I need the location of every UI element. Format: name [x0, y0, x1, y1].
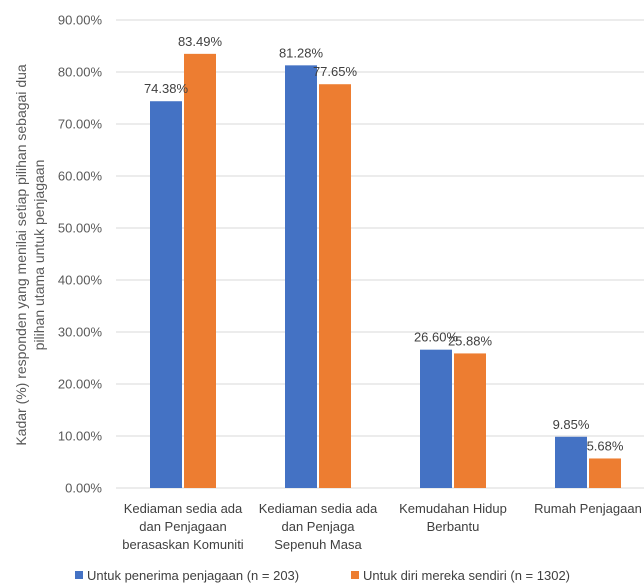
bar-self-1: [319, 84, 351, 488]
legend-label: Untuk penerima penjagaan (n = 203): [87, 568, 299, 583]
bar-care-recipient-3: [555, 436, 587, 488]
x-category-label: Kemudahan Hidup Berbantu: [399, 501, 507, 534]
y-tick-label: 20.00%: [58, 377, 103, 392]
data-label: 81.28%: [279, 45, 324, 60]
legend-swatch: [75, 571, 83, 579]
y-tick-label: 80.00%: [58, 65, 103, 80]
y-tick-label: 0.00%: [65, 481, 102, 496]
data-label: 9.85%: [553, 417, 590, 432]
bar-care-recipient-0: [150, 101, 182, 488]
y-tick-label: 70.00%: [58, 117, 103, 132]
bar-self-3: [589, 458, 621, 488]
y-axis-ticks: 0.00% 10.00% 20.00% 30.00% 40.00% 50.00% 60.00…: [58, 13, 103, 496]
y-axis-label: Kadar (%) responden yang menilai setiap …: [13, 64, 47, 446]
x-category-label: Kediaman sedia ada dan Penjaga Sepenuh Mas…: [259, 501, 378, 552]
data-label: 74.38%: [144, 81, 189, 96]
data-label: 5.68%: [587, 438, 624, 453]
bar-self-2: [454, 353, 486, 488]
legend-label: Untuk diri mereka sendiri (n = 1302): [363, 568, 570, 583]
legend: Untuk penerima penjagaan (n = 203) Untuk …: [75, 568, 570, 583]
bar-care-recipient-1: [285, 65, 317, 489]
y-tick-label: 30.00%: [58, 325, 103, 340]
y-tick-label: 60.00%: [58, 169, 103, 184]
y-tick-label: 90.00%: [58, 13, 103, 28]
data-label: 26.60%: [414, 330, 459, 345]
data-label: 77.65%: [313, 64, 358, 79]
bars: [150, 53, 621, 489]
data-labels: 74.38% 81.28% 26.60% 9.85% 83.49% 77.65% 25.88…: [144, 34, 624, 454]
data-label: 83.49%: [178, 34, 223, 49]
legend-swatch: [351, 571, 359, 579]
bar-care-recipient-2: [420, 349, 452, 488]
x-axis-categories: Kediaman sedia ada dan Penjagaan berasaska…: [122, 501, 642, 552]
y-tick-label: 40.00%: [58, 273, 103, 288]
x-category-label: Kediaman sedia ada dan Penjagaan berasaska…: [122, 501, 244, 552]
data-label: 25.88%: [448, 333, 493, 348]
bar-self-0: [184, 53, 216, 489]
y-tick-label: 50.00%: [58, 221, 103, 236]
x-category-label: Rumah Penjagaan: [534, 501, 642, 516]
y-tick-label: 10.00%: [58, 429, 103, 444]
y-axis-title: Kadar (%) responden yang menilai setiap …: [13, 64, 47, 446]
